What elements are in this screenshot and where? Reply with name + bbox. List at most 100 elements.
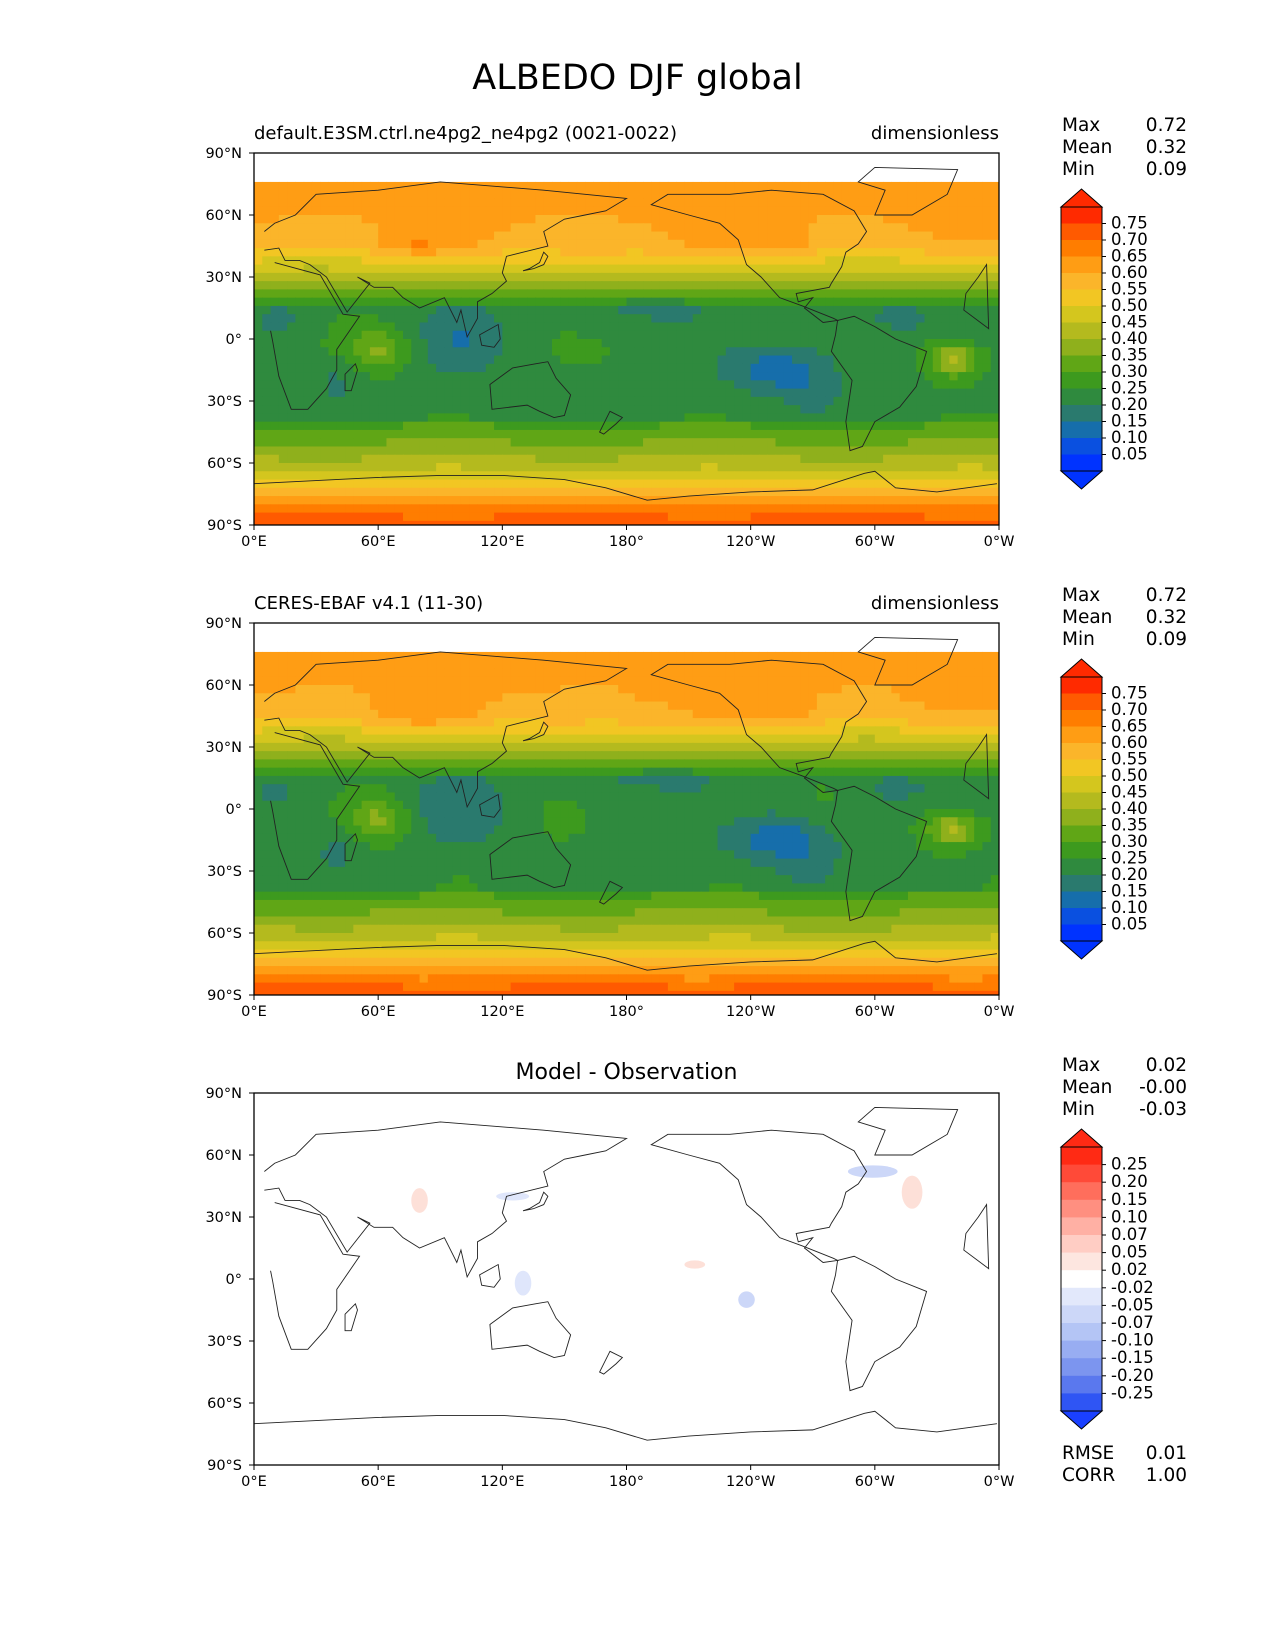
- albedo-cell: [932, 339, 942, 348]
- albedo-cell: [485, 372, 495, 381]
- albedo-cell: [386, 363, 396, 373]
- albedo-cell: [949, 223, 959, 233]
- albedo-cell: [452, 726, 462, 736]
- albedo-cell: [965, 396, 975, 406]
- albedo-cell: [585, 330, 594, 340]
- albedo-cell: [858, 223, 868, 233]
- albedo-cell: [899, 463, 909, 472]
- albedo-cell: [378, 685, 388, 694]
- albedo-cell: [725, 405, 735, 414]
- albedo-cell: [361, 281, 371, 290]
- albedo-cell: [361, 380, 371, 390]
- albedo-cell: [816, 742, 826, 752]
- albedo-cell: [254, 181, 263, 191]
- albedo-cell: [825, 355, 835, 365]
- albedo-cell: [643, 190, 652, 200]
- albedo-cell: [758, 256, 768, 266]
- albedo-cell: [411, 388, 421, 398]
- y-tick-label: 90°N: [205, 146, 242, 162]
- albedo-cell: [899, 272, 909, 282]
- albedo-cell: [825, 396, 835, 406]
- albedo-cell: [800, 239, 810, 249]
- albedo-cell: [295, 347, 305, 357]
- albedo-cell: [452, 718, 462, 727]
- albedo-cell: [667, 264, 677, 274]
- albedo-cell: [477, 256, 487, 266]
- albedo-cell: [328, 685, 338, 694]
- albedo-cell: [874, 471, 884, 481]
- albedo-cell: [825, 372, 835, 381]
- albedo-cell: [667, 396, 677, 406]
- albedo-cell: [311, 405, 321, 414]
- albedo-cell: [295, 272, 305, 282]
- albedo-cell: [403, 487, 412, 497]
- albedo-cell: [949, 520, 959, 525]
- albedo-cell: [287, 693, 296, 703]
- albedo-cell: [643, 355, 652, 365]
- albedo-cell: [403, 322, 412, 332]
- albedo-cell: [485, 231, 495, 241]
- albedo-cell: [345, 718, 354, 727]
- albedo-cell: [336, 314, 346, 324]
- albedo-cell: [825, 405, 835, 414]
- albedo-cell: [494, 685, 503, 694]
- albedo-cell: [643, 429, 652, 439]
- albedo-cell: [767, 355, 777, 365]
- albedo-cell: [775, 421, 785, 431]
- albedo-cell: [262, 305, 272, 315]
- albedo-cell: [866, 339, 876, 348]
- albedo-cell: [270, 314, 280, 324]
- albedo-cell: [850, 438, 859, 448]
- albedo-cell: [825, 248, 835, 257]
- albedo-cell: [311, 668, 321, 678]
- albedo-cell: [651, 520, 661, 525]
- albedo-cell: [709, 330, 719, 340]
- albedo-cell: [833, 347, 843, 357]
- albedo-cell: [527, 454, 537, 464]
- albedo-cell: [311, 198, 321, 208]
- x-tick-label: 120°W: [726, 534, 775, 550]
- albedo-cell: [485, 446, 495, 456]
- albedo-cell: [659, 281, 669, 290]
- albedo-cell: [460, 206, 470, 216]
- albedo-cell: [618, 463, 628, 472]
- albedo-cell: [717, 429, 727, 439]
- albedo-cell: [518, 297, 528, 307]
- albedo-cell: [609, 718, 619, 727]
- albedo-cell: [262, 454, 272, 464]
- albedo-cell: [287, 479, 296, 489]
- albedo-cell: [345, 264, 354, 274]
- albedo-cell: [667, 438, 677, 448]
- albedo-cell: [949, 734, 959, 744]
- albedo-cell: [436, 405, 445, 414]
- albedo-cell: [750, 454, 760, 464]
- albedo-cell: [303, 709, 313, 719]
- albedo-cell: [411, 297, 421, 307]
- albedo-cell: [816, 272, 826, 282]
- albedo-cell: [444, 693, 454, 703]
- albedo-cell: [585, 322, 594, 332]
- albedo-cell: [866, 446, 876, 456]
- albedo-cell: [866, 322, 876, 332]
- albedo-cell: [717, 289, 727, 299]
- albedo-cell: [800, 396, 810, 406]
- albedo-cell: [874, 438, 884, 448]
- albedo-cell: [576, 718, 586, 727]
- albedo-cell: [494, 734, 503, 744]
- albedo-cell: [949, 421, 959, 431]
- albedo-cell: [386, 190, 396, 200]
- albedo-cell: [369, 181, 379, 191]
- albedo-cell: [485, 685, 495, 694]
- albedo-cell: [692, 396, 702, 406]
- albedo-cell: [618, 239, 628, 249]
- albedo-cell: [560, 239, 570, 249]
- albedo-cell: [601, 223, 611, 233]
- albedo-cell: [593, 256, 603, 266]
- albedo-cell: [560, 289, 570, 299]
- albedo-cell: [353, 504, 363, 514]
- albedo-cell: [369, 198, 379, 208]
- albedo-cell: [320, 693, 330, 703]
- albedo-cell: [874, 322, 884, 332]
- albedo-cell: [403, 330, 412, 340]
- albedo-cell: [792, 429, 801, 439]
